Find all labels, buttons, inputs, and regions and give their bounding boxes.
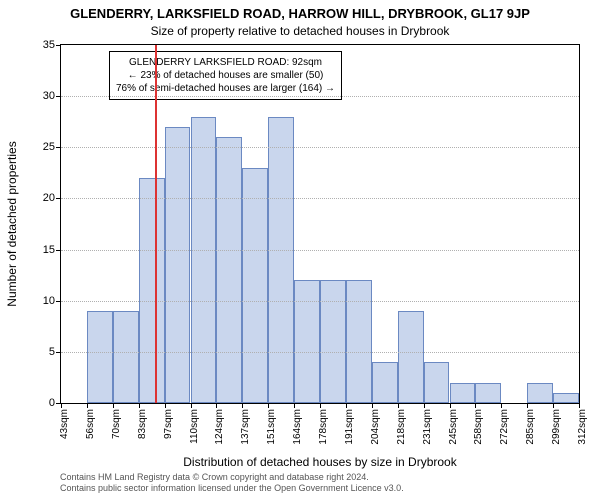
gridline-h xyxy=(61,250,579,251)
xtick-label: 137sqm xyxy=(240,409,251,445)
ytick-label: 25 xyxy=(43,141,61,153)
xtick-label: 97sqm xyxy=(163,409,174,439)
xtick-mark xyxy=(527,403,528,408)
xtick-label: 299sqm xyxy=(551,409,562,445)
xtick-label: 164sqm xyxy=(292,409,303,445)
xtick-mark xyxy=(553,403,554,408)
xtick-mark xyxy=(191,403,192,408)
xtick-mark xyxy=(501,403,502,408)
ytick-label: 20 xyxy=(43,192,61,204)
xtick-mark xyxy=(320,403,321,408)
ytick-label: 10 xyxy=(43,295,61,307)
bar xyxy=(553,393,579,403)
footer-line1: Contains HM Land Registry data © Crown c… xyxy=(60,472,580,483)
xtick-label: 218sqm xyxy=(396,409,407,445)
ytick-label: 15 xyxy=(43,244,61,256)
xtick-label: 258sqm xyxy=(473,409,484,445)
xtick-mark xyxy=(216,403,217,408)
xtick-mark xyxy=(268,403,269,408)
ytick-label: 5 xyxy=(49,346,61,358)
gridline-h xyxy=(61,198,579,199)
title-sub: Size of property relative to detached ho… xyxy=(0,24,600,38)
gridline-h xyxy=(61,352,579,353)
xtick-mark xyxy=(372,403,373,408)
bar xyxy=(527,383,553,403)
xtick-mark xyxy=(346,403,347,408)
xtick-mark xyxy=(165,403,166,408)
y-axis-label: Number of detached properties xyxy=(5,141,19,306)
xtick-mark xyxy=(579,403,580,408)
x-axis-label: Distribution of detached houses by size … xyxy=(60,455,580,469)
ytick-label: 35 xyxy=(43,39,61,51)
ytick-label: 0 xyxy=(49,397,61,409)
xtick-label: 312sqm xyxy=(577,409,588,445)
gridline-h xyxy=(61,301,579,302)
xtick-label: 191sqm xyxy=(344,409,355,445)
chart-plot-area: GLENDERRY LARKSFIELD ROAD: 92sqm ← 23% o… xyxy=(60,44,580,404)
title-main: GLENDERRY, LARKSFIELD ROAD, HARROW HILL,… xyxy=(0,6,600,21)
bar xyxy=(191,117,217,403)
bar xyxy=(294,280,320,403)
marker-line xyxy=(155,45,157,403)
bar xyxy=(165,127,191,403)
bar xyxy=(475,383,501,403)
bar xyxy=(113,311,139,403)
bar xyxy=(372,362,398,403)
annotation-line3: 76% of semi-detached houses are larger (… xyxy=(116,82,335,95)
xtick-mark xyxy=(242,403,243,408)
xtick-label: 151sqm xyxy=(266,409,277,445)
bar xyxy=(424,362,450,403)
bar xyxy=(320,280,346,403)
bar xyxy=(216,137,242,403)
xtick-label: 178sqm xyxy=(318,409,329,445)
bar xyxy=(398,311,424,403)
bar xyxy=(139,178,165,403)
gridline-h xyxy=(61,147,579,148)
xtick-mark xyxy=(294,403,295,408)
xtick-mark xyxy=(475,403,476,408)
xtick-label: 70sqm xyxy=(111,409,122,439)
bar xyxy=(268,117,294,403)
ytick-label: 30 xyxy=(43,90,61,102)
bar xyxy=(450,383,476,403)
footer-attr: Contains HM Land Registry data © Crown c… xyxy=(60,472,580,494)
annotation-line2: ← 23% of detached houses are smaller (50… xyxy=(116,69,335,82)
xtick-label: 285sqm xyxy=(525,409,536,445)
xtick-label: 245sqm xyxy=(448,409,459,445)
bar xyxy=(346,280,372,403)
xtick-mark xyxy=(398,403,399,408)
xtick-mark xyxy=(87,403,88,408)
bar xyxy=(87,311,113,403)
xtick-label: 83sqm xyxy=(137,409,148,439)
xtick-label: 204sqm xyxy=(370,409,381,445)
footer-line2: Contains public sector information licen… xyxy=(60,483,580,494)
xtick-label: 124sqm xyxy=(214,409,225,445)
xtick-mark xyxy=(113,403,114,408)
xtick-label: 231sqm xyxy=(422,409,433,445)
xtick-label: 110sqm xyxy=(189,409,200,444)
annotation-box: GLENDERRY LARKSFIELD ROAD: 92sqm ← 23% o… xyxy=(109,51,342,100)
xtick-mark xyxy=(450,403,451,408)
xtick-mark xyxy=(61,403,62,408)
xtick-label: 43sqm xyxy=(59,409,70,439)
bar xyxy=(242,168,268,403)
gridline-h xyxy=(61,96,579,97)
xtick-label: 272sqm xyxy=(499,409,510,445)
xtick-mark xyxy=(424,403,425,408)
xtick-label: 56sqm xyxy=(85,409,96,439)
xtick-mark xyxy=(139,403,140,408)
annotation-line1: GLENDERRY LARKSFIELD ROAD: 92sqm xyxy=(116,56,335,69)
